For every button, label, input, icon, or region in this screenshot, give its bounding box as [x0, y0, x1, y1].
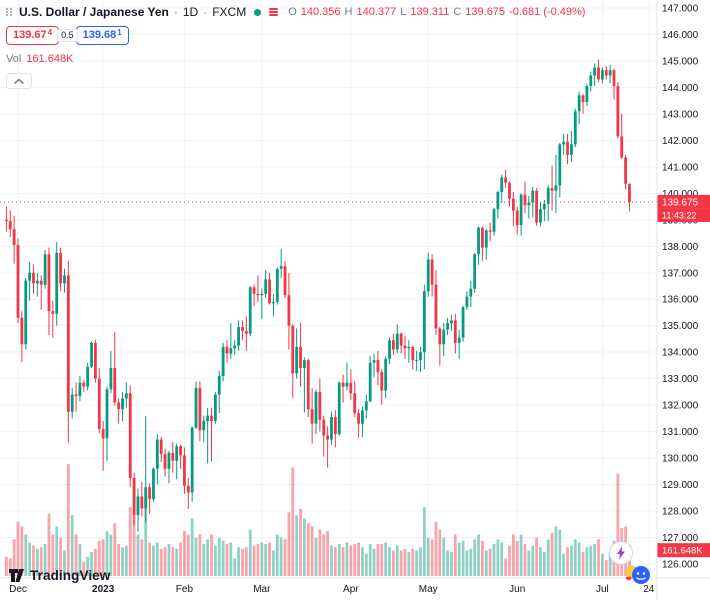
exchange-label[interactable]: FXCM	[212, 5, 247, 19]
svg-text:Jun: Jun	[509, 584, 525, 595]
market-status-icon[interactable]	[254, 8, 262, 16]
svg-text:138.000: 138.000	[662, 242, 699, 253]
svg-text:131.000: 131.000	[662, 427, 699, 438]
sell-button[interactable]: 139.674	[6, 26, 60, 45]
svg-text:147.000: 147.000	[662, 4, 699, 15]
svg-text:11:43:22: 11:43:22	[662, 210, 696, 220]
emoji-reactions-button[interactable]	[624, 562, 652, 588]
legend-main-row: U.S. Dollar / Japanese Yen · 1D · FXCM O…	[6, 5, 585, 19]
svg-text:146.000: 146.000	[662, 30, 699, 41]
svg-text:126.000: 126.000	[662, 560, 699, 571]
svg-text:141.000: 141.000	[662, 162, 699, 173]
low-value: 139.311	[410, 6, 450, 18]
interval-label[interactable]: 1D	[182, 5, 199, 19]
ask-price: 139.68	[82, 29, 117, 41]
grid-layer	[0, 0, 657, 578]
legend-grip-icon[interactable]	[6, 8, 13, 16]
time-scale[interactable]: Dec 2023 Feb Mar Apr May Jun Jul 24	[9, 584, 655, 595]
svg-text:130.000: 130.000	[662, 454, 699, 465]
svg-text:Jul: Jul	[596, 584, 609, 595]
emoji-icon	[625, 565, 650, 584]
ohlc-values: O 140.356 H 140.377 L 139.311 C 139.675 -0.6…	[288, 5, 585, 19]
svg-text:127.000: 127.000	[662, 533, 699, 544]
change-value: -0.681 (-0.49%)	[509, 6, 586, 18]
lightning-icon	[617, 546, 625, 560]
svg-text:Mar: Mar	[253, 584, 271, 595]
volume-layer	[5, 464, 631, 576]
tradingview-logo-text: TradingView	[30, 568, 111, 583]
svg-text:145.000: 145.000	[662, 56, 699, 67]
svg-text:144.000: 144.000	[662, 83, 699, 94]
high-value: 140.377	[356, 6, 397, 18]
svg-text:161.648K: 161.648K	[662, 546, 703, 557]
svg-text:139.675: 139.675	[662, 197, 699, 208]
svg-text:128.000: 128.000	[662, 507, 699, 518]
svg-text:133.000: 133.000	[662, 374, 699, 385]
bid-ask-row: 139.674 0.5 139.681	[6, 26, 585, 45]
tradingview-logo-icon	[9, 569, 24, 582]
svg-text:132.000: 132.000	[662, 401, 699, 412]
svg-text:137.000: 137.000	[662, 268, 699, 279]
title-separator: ·	[203, 5, 208, 19]
open-label: O	[288, 6, 297, 18]
legend-collapse-row	[6, 73, 585, 89]
svg-text:140.000: 140.000	[662, 189, 699, 200]
volume-axis-badge: 161.648K	[657, 543, 710, 558]
tradingview-logo[interactable]: TradingView	[8, 568, 110, 583]
bid-price-fraction: 4	[47, 28, 53, 37]
ohlc-list-icon[interactable]	[269, 8, 279, 16]
title-separator: ·	[173, 5, 178, 19]
high-label: H	[344, 6, 353, 18]
svg-text:142.000: 142.000	[662, 136, 699, 147]
svg-text:134.000: 134.000	[662, 348, 699, 359]
svg-text:Apr: Apr	[343, 584, 359, 595]
svg-text:136.000: 136.000	[662, 295, 699, 306]
volume-row: Vol 161.648K	[6, 53, 585, 65]
buy-button[interactable]: 139.681	[75, 26, 129, 45]
svg-text:2023: 2023	[92, 584, 115, 595]
svg-text:May: May	[419, 584, 438, 595]
ask-price-fraction: 1	[117, 28, 122, 37]
open-value: 140.356	[300, 6, 341, 18]
svg-text:Dec: Dec	[9, 584, 27, 595]
close-label: C	[453, 6, 462, 18]
volume-value: 161.648K	[26, 53, 74, 65]
symbol-title[interactable]: U.S. Dollar / Japanese Yen	[19, 5, 169, 19]
svg-text:135.000: 135.000	[662, 321, 699, 332]
chevron-up-icon	[14, 78, 24, 84]
candles-layer	[5, 59, 631, 532]
svg-text:129.000: 129.000	[662, 480, 699, 491]
bid-price: 139.67	[13, 29, 47, 41]
spread-value: 0.5	[57, 29, 78, 42]
volume-label: Vol	[6, 53, 22, 65]
svg-text:143.000: 143.000	[662, 109, 699, 120]
price-scale[interactable]: 126.000 127.000 128.000 129.000 130.000 131.0…	[662, 4, 699, 571]
last-price-badge: 139.675 11:43:22	[657, 194, 710, 222]
low-label: L	[400, 6, 407, 18]
close-value: 139.675	[465, 6, 506, 18]
quick-actions-button[interactable]	[609, 541, 633, 565]
collapse-legend-button[interactable]	[6, 73, 32, 89]
legend: U.S. Dollar / Japanese Yen · 1D · FXCM O…	[6, 5, 585, 89]
svg-text:Feb: Feb	[176, 584, 194, 595]
svg-text:24: 24	[643, 584, 655, 595]
